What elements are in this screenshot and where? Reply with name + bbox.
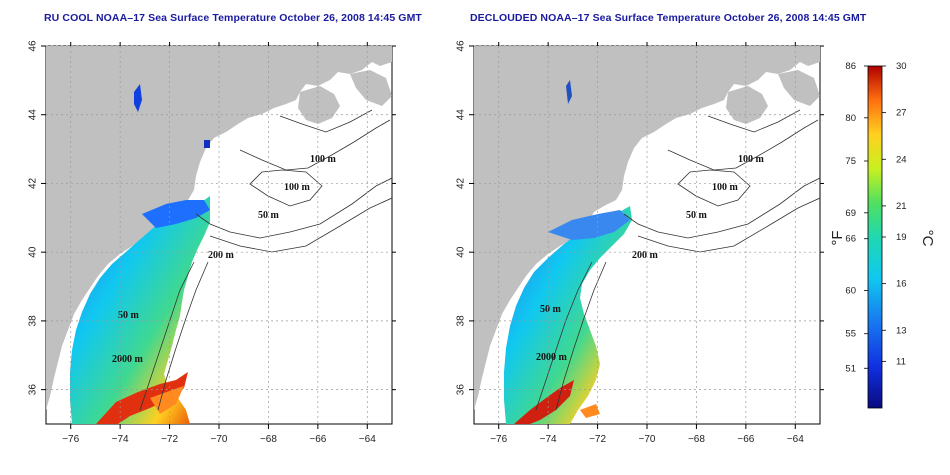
contour-label: 100 m xyxy=(738,154,765,165)
celsius-label: 16 xyxy=(896,279,907,290)
lon-tick-label: −70 xyxy=(211,434,228,445)
celsius-label: 13 xyxy=(896,325,907,336)
contour-label: 50 m xyxy=(540,304,562,315)
celsius-label: 27 xyxy=(896,108,907,119)
lat-tick-label: 36 xyxy=(456,384,467,396)
grid-left xyxy=(46,45,392,424)
fahrenheit-label: 60 xyxy=(845,286,856,297)
title-right: DECLOUDED NOAA–17 Sea Surface Temperatur… xyxy=(470,12,867,24)
colorbar-gradient xyxy=(867,65,883,409)
lon-tick-label: −76 xyxy=(490,434,507,445)
contour-label: 100 m xyxy=(712,182,739,193)
map-panel-right: 100 m 100 m 50 m 200 m 50 m 2000 m −76 −7… xyxy=(456,40,824,445)
sst-coverage xyxy=(70,196,210,424)
colorbar: 30 86 27 80 24 75 21 69 19 66 16 60 13 55 11 51 °F °C xyxy=(829,61,936,409)
lat-tick-label: 36 xyxy=(28,384,39,396)
grid-right xyxy=(474,45,820,424)
lat-tick-label: 38 xyxy=(28,315,39,327)
lat-tick-label: 46 xyxy=(456,40,467,52)
contour-label: 200 m xyxy=(208,250,235,261)
lon-tick-label: −66 xyxy=(737,434,754,445)
lon-tick-label: −76 xyxy=(62,434,79,445)
contour-label: 100 m xyxy=(284,182,311,193)
lon-tick-label: −64 xyxy=(359,434,376,445)
fahrenheit-label: 51 xyxy=(845,363,856,374)
fahrenheit-label: 55 xyxy=(845,329,856,340)
lat-tick-label: 44 xyxy=(456,109,467,121)
lon-tick-label: −66 xyxy=(309,434,326,445)
fahrenheit-label: 75 xyxy=(845,156,856,167)
lon-tick-label: −72 xyxy=(589,434,606,445)
celsius-label: 24 xyxy=(896,154,907,165)
lon-tick-label: −68 xyxy=(688,434,705,445)
contour-label: 200 m xyxy=(632,250,659,261)
colorbar-labels: 30 86 27 80 24 75 21 69 19 66 16 60 13 55 11 51 xyxy=(845,61,906,374)
axis-ticks-right: −76 −74 −72 −70 −68 −66 −64 36 38 40 42 44 46 xyxy=(456,40,824,445)
lat-tick-label: 42 xyxy=(28,177,39,189)
contour-label: 50 m xyxy=(258,210,280,221)
lat-tick-label: 40 xyxy=(28,246,39,258)
lat-tick-label: 46 xyxy=(28,40,39,52)
land-mass xyxy=(474,46,820,410)
contour-label: 100 m xyxy=(310,154,337,165)
title-left: RU COOL NOAA–17 Sea Surface Temperature … xyxy=(44,12,422,24)
contour-label: 2000 m xyxy=(112,354,144,365)
land-mass xyxy=(46,46,392,410)
contour-label: 50 m xyxy=(686,210,708,221)
lon-tick-label: −68 xyxy=(260,434,277,445)
contour-label: 2000 m xyxy=(536,352,568,363)
lon-tick-label: −74 xyxy=(540,434,557,445)
celsius-label: 19 xyxy=(896,232,907,243)
lat-tick-label: 38 xyxy=(456,315,467,327)
lat-tick-label: 42 xyxy=(456,177,467,189)
contour-label: 50 m xyxy=(118,310,140,321)
lat-tick-label: 44 xyxy=(28,109,39,121)
unit-celsius: °C xyxy=(919,230,936,247)
map-panel-left: 100 m 100 m 50 m 200 m 50 m 2000 m −76 −7… xyxy=(28,40,396,445)
celsius-label: 30 xyxy=(896,61,907,72)
lon-tick-label: −72 xyxy=(161,434,178,445)
contour-labels-right: 100 m 100 m 50 m 200 m 50 m 2000 m xyxy=(536,154,765,363)
fahrenheit-label: 66 xyxy=(845,234,856,245)
lon-tick-label: −74 xyxy=(112,434,129,445)
fahrenheit-label: 86 xyxy=(845,61,856,72)
lat-tick-label: 40 xyxy=(456,246,467,258)
fahrenheit-label: 80 xyxy=(845,113,856,124)
contour-labels-left: 100 m 100 m 50 m 200 m 50 m 2000 m xyxy=(112,154,337,365)
axis-ticks-left: −76 −74 −72 −70 −68 −66 −64 36 38 40 42 44 46 xyxy=(28,40,396,445)
lon-tick-label: −64 xyxy=(787,434,804,445)
lon-tick-label: −70 xyxy=(639,434,656,445)
fahrenheit-label: 69 xyxy=(845,208,856,219)
celsius-label: 11 xyxy=(896,356,906,367)
unit-fahrenheit: °F xyxy=(829,230,846,245)
celsius-label: 21 xyxy=(896,201,907,212)
